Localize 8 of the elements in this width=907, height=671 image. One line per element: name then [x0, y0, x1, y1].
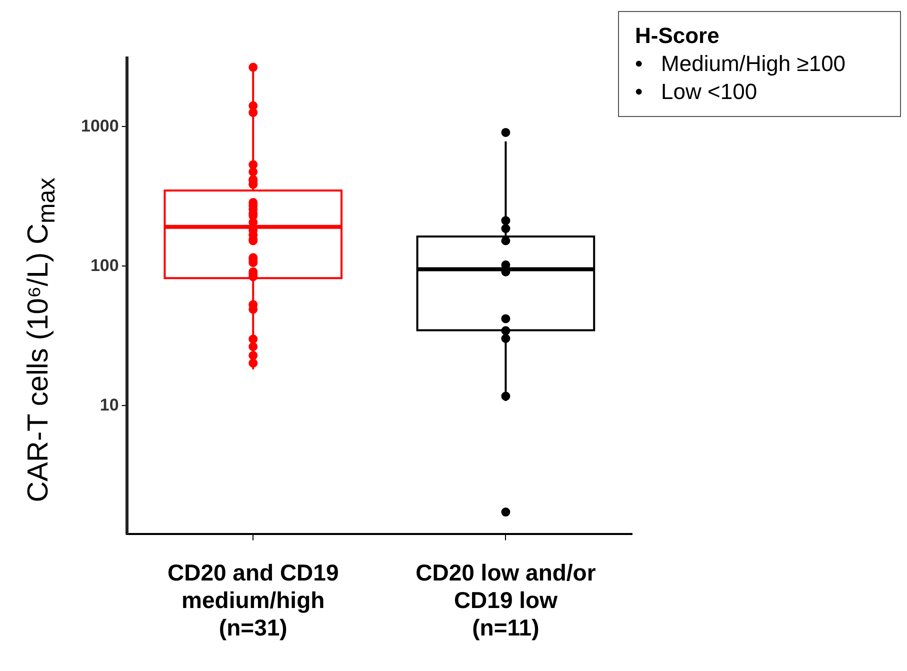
y-tick-label: 10 [100, 395, 119, 414]
y-tick-label: 100 [90, 256, 119, 275]
x-tick-label: CD20 low and/or CD19 low (n=11) [416, 559, 596, 641]
x-tick-label: CD20 and CD19 medium/high (n=31) [167, 559, 339, 641]
text: • Medium/High ≥100 [635, 50, 847, 78]
text: • Low <100 [635, 78, 758, 106]
text: H-Score [635, 22, 720, 50]
y-tick-label: 1000 [80, 116, 119, 136]
